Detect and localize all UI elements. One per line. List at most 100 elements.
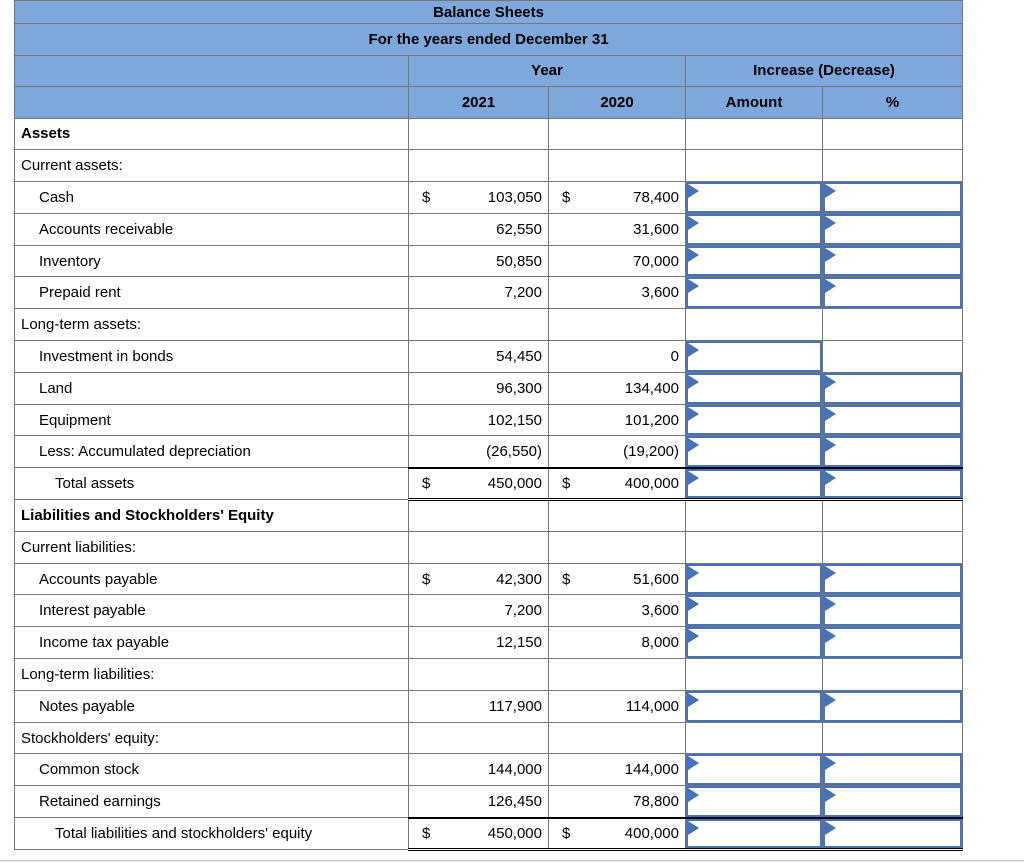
amount-input[interactable] <box>686 214 822 245</box>
percent-input[interactable] <box>823 469 962 497</box>
row-label-cell: Accounts receivable <box>14 212 409 246</box>
table-row: Cash $103,050 $78,400 <box>14 181 964 214</box>
table-row: Retained earnings 126,450 78,800 <box>14 785 964 819</box>
value-cell-2020: $400,000 <box>548 466 686 502</box>
answer-marker-icon <box>825 184 836 199</box>
amount-input[interactable] <box>686 469 822 497</box>
table-row: Accounts payable $42,300 $51,600 <box>14 562 964 596</box>
row-label-cell: Total assets <box>14 467 409 501</box>
percent-input[interactable] <box>823 373 962 404</box>
amount-input[interactable] <box>686 819 822 847</box>
answer-marker-icon <box>688 565 699 580</box>
value-cell-2021: 96,300 <box>408 371 549 405</box>
percent-input-cell <box>821 626 964 660</box>
row-label-cell: Retained earnings <box>14 785 409 819</box>
value-cell-2021 <box>408 117 549 151</box>
table-subtitle: For the years ended December 31 <box>13 23 964 56</box>
table-row: Interest payable 7,200 3,600 <box>14 594 964 628</box>
row-label-cell: Current assets: <box>14 149 409 183</box>
amount-input-cell <box>685 244 823 278</box>
row-label: Stockholders' equity: <box>21 729 159 747</box>
percent-input[interactable] <box>823 214 962 245</box>
percent-input[interactable] <box>823 595 962 626</box>
answer-marker-icon <box>825 788 836 803</box>
percent-input[interactable] <box>823 786 962 817</box>
amount-input-cell <box>685 149 823 183</box>
row-label: Accounts receivable <box>39 220 174 238</box>
amount-input[interactable] <box>686 373 822 404</box>
table-row: Current liabilities: <box>14 530 964 564</box>
percent-input[interactable] <box>823 246 962 276</box>
amount-input[interactable] <box>686 564 822 594</box>
cell-value: 8,000 <box>641 634 679 652</box>
cell-value: 78,800 <box>633 792 679 810</box>
percent-input-cell <box>821 530 964 564</box>
cell-value: 96,300 <box>496 379 542 397</box>
percent-input[interactable] <box>823 754 962 785</box>
percent-input-cell <box>821 117 964 151</box>
page-divider-line <box>0 860 1024 862</box>
cell-value: 0 <box>670 347 679 365</box>
amount-input[interactable] <box>686 691 822 722</box>
amount-input-cell <box>685 371 823 405</box>
amount-input[interactable] <box>686 754 822 785</box>
value-cell-2021: 102,150 <box>408 403 549 437</box>
row-label: Accounts payable <box>39 570 158 588</box>
table-row: Common stock 144,000 144,000 <box>14 753 964 787</box>
row-label: Less: Accumulated depreciation <box>39 443 251 461</box>
percent-input[interactable] <box>823 182 962 213</box>
table-row: Liabilities and Stockholders' Equity <box>14 499 964 532</box>
row-label: Current liabilities: <box>21 538 137 556</box>
value-cell-2020 <box>548 658 686 691</box>
table-row: Notes payable 117,900 114,000 <box>14 689 964 723</box>
percent-input-cell <box>821 181 964 214</box>
percent-input[interactable] <box>823 405 962 435</box>
answer-marker-icon <box>688 470 699 485</box>
currency-symbol: $ <box>562 188 571 206</box>
amount-input[interactable] <box>686 182 822 213</box>
row-label-cell: Notes payable <box>14 689 409 723</box>
row-label-cell: Land <box>14 371 409 405</box>
amount-input[interactable] <box>686 786 822 817</box>
percent-input[interactable] <box>823 691 962 722</box>
cell-value: 78,400 <box>633 188 679 206</box>
cell-value: 7,200 <box>504 284 542 302</box>
row-label-cell: Stockholders' equity: <box>14 721 409 755</box>
value-cell-2020: 31,600 <box>548 212 686 246</box>
answer-marker-icon <box>825 820 836 835</box>
amount-input[interactable] <box>686 277 822 308</box>
amount-input[interactable] <box>686 595 822 626</box>
percent-input[interactable] <box>823 627 962 658</box>
cell-value: 400,000 <box>624 824 679 842</box>
value-cell-2021: $42,300 <box>408 562 549 596</box>
value-cell-2020: 114,000 <box>548 689 686 723</box>
answer-marker-icon <box>688 629 699 644</box>
answer-marker-icon <box>688 820 699 835</box>
column-header-2021: 2021 <box>408 86 549 119</box>
value-cell-2020 <box>548 308 686 342</box>
amount-input[interactable] <box>686 405 822 435</box>
amount-input[interactable] <box>686 627 822 658</box>
cell-value: 144,000 <box>487 761 542 779</box>
value-cell-2021: $450,000 <box>408 466 549 502</box>
amount-input[interactable] <box>686 341 822 372</box>
percent-input[interactable] <box>823 819 962 847</box>
percent-input[interactable] <box>823 564 962 594</box>
answer-marker-icon <box>688 343 699 358</box>
amount-input-cell <box>685 785 823 819</box>
amount-input[interactable] <box>686 246 822 276</box>
percent-input[interactable] <box>823 436 962 467</box>
row-label-cell: Common stock <box>14 753 409 787</box>
percent-input[interactable] <box>823 277 962 308</box>
answer-marker-icon <box>825 279 836 294</box>
amount-input[interactable] <box>686 436 822 467</box>
amount-input-cell <box>685 753 823 787</box>
answer-marker-icon <box>825 247 836 262</box>
amount-input-cell <box>685 403 823 437</box>
row-label-cell: Assets <box>14 117 409 151</box>
answer-marker-icon <box>688 247 699 262</box>
row-label: Liabilities and Stockholders' Equity <box>21 506 274 524</box>
value-cell-2021 <box>408 721 549 755</box>
answer-marker-icon <box>825 374 836 389</box>
value-cell-2021 <box>408 530 549 564</box>
